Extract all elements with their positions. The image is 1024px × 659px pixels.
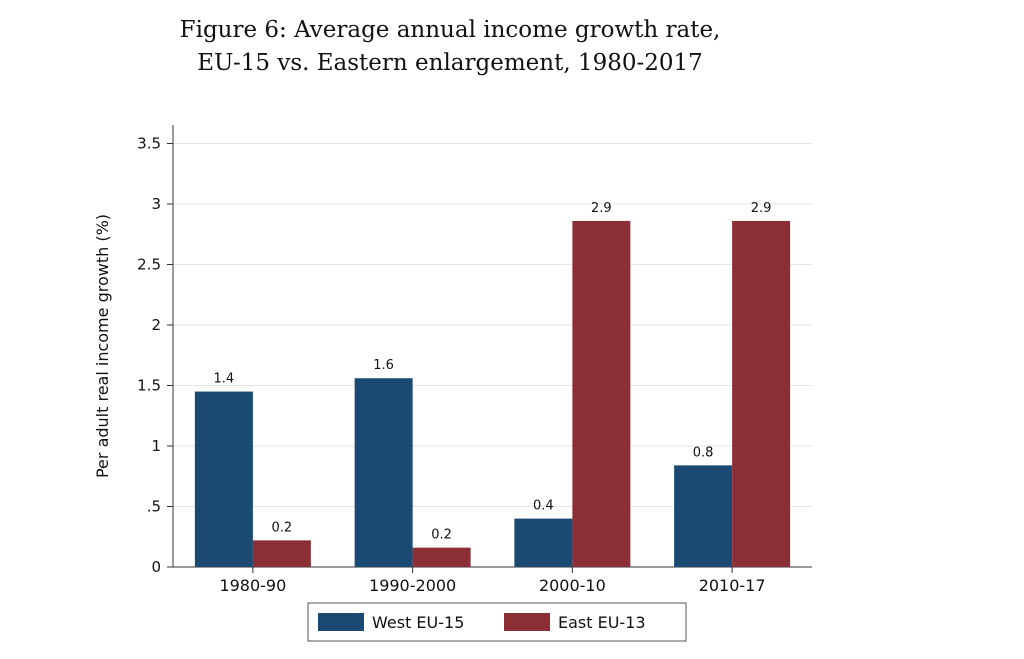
y-tick-label: .5: [147, 498, 161, 516]
data-label: 2.9: [591, 201, 612, 216]
chart-title-line-1: Figure 6: Average annual income growth r…: [179, 17, 721, 43]
bar: [412, 547, 471, 567]
data-label: 2.9: [751, 201, 772, 216]
chart-title-line-2: EU-15 vs. Eastern enlargement, 1980-2017: [197, 50, 703, 76]
legend-swatch: [504, 613, 550, 631]
bar: [674, 465, 733, 567]
legend-swatch: [318, 613, 364, 631]
data-label: 0.4: [533, 499, 554, 514]
bar: [732, 220, 791, 567]
data-label: 0.8: [693, 445, 714, 460]
legend: [307, 602, 687, 642]
y-tick-label: 2.5: [137, 256, 161, 274]
y-tick-label: 3: [151, 195, 161, 213]
bar: [514, 518, 573, 567]
y-tick-label: 0: [151, 558, 161, 576]
x-tick-label: 1990-2000: [369, 576, 456, 595]
data-label: 0.2: [431, 528, 452, 543]
bar: [194, 391, 253, 567]
x-tick-label: 1980-90: [219, 576, 286, 595]
legend-label: East EU-13: [558, 613, 646, 632]
chart-title: Figure 6: Average annual income growth r…: [0, 14, 900, 80]
data-label: 1.6: [373, 358, 394, 373]
y-tick-label: 2: [151, 316, 161, 334]
y-axis-title: Per adult real income growth (%): [93, 214, 112, 478]
y-tick-label: 1.5: [137, 377, 161, 395]
x-tick-label: 2010-17: [699, 576, 766, 595]
x-tick-label: 2000-10: [539, 576, 606, 595]
data-label: 0.2: [272, 520, 293, 535]
y-tick-label: 3.5: [137, 135, 161, 153]
bar: [252, 540, 311, 567]
bar: [354, 378, 413, 567]
bar: [572, 220, 631, 567]
data-label: 1.4: [214, 372, 235, 387]
legend-label: West EU-15: [372, 613, 464, 632]
y-tick-label: 1: [151, 437, 161, 455]
